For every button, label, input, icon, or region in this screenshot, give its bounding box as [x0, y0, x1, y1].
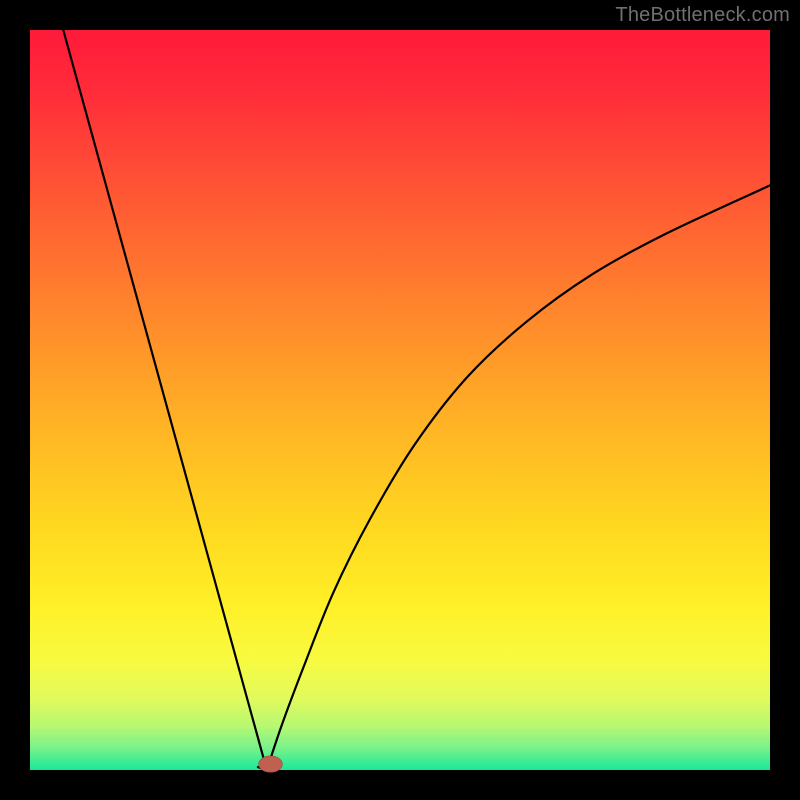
- bottleneck-chart: [0, 0, 800, 800]
- watermark-text: TheBottleneck.com: [615, 4, 790, 27]
- plot-area: [30, 30, 770, 770]
- optimal-point-marker: [259, 756, 283, 772]
